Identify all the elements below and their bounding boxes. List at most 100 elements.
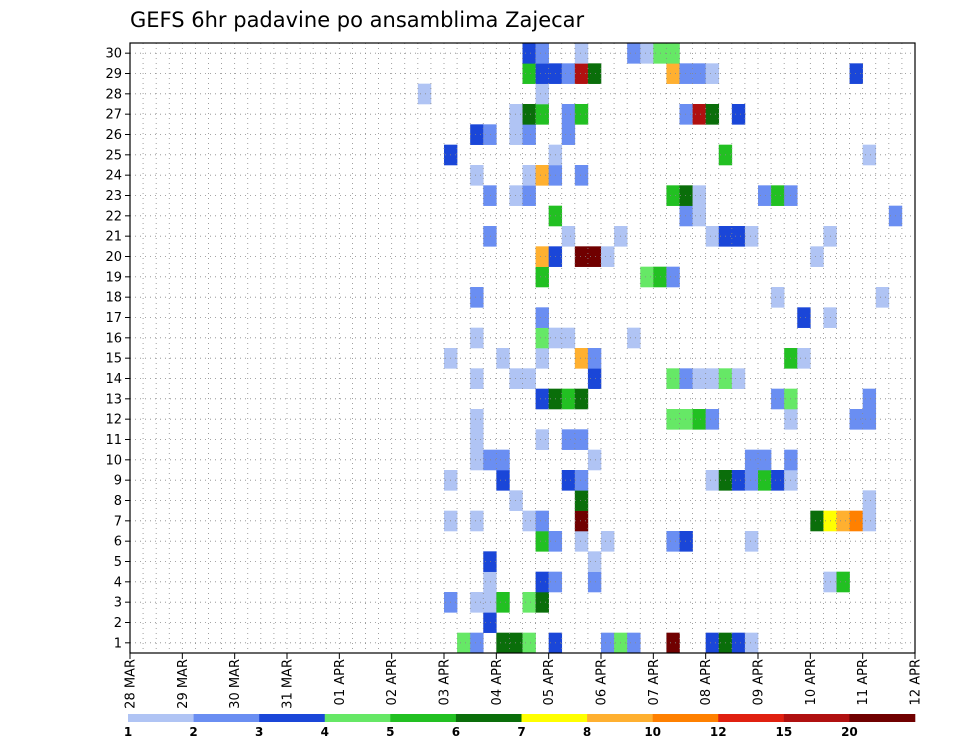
heatmap-cell xyxy=(758,185,772,206)
heatmap-cell xyxy=(666,63,680,84)
colorbar-segment xyxy=(128,714,194,722)
y-tick-label: 18 xyxy=(105,291,122,306)
heatmap-cell xyxy=(574,531,589,552)
heatmap-cell xyxy=(574,388,589,410)
heatmap-cell xyxy=(849,510,863,532)
colorbar-segment xyxy=(455,714,522,722)
y-tick-label: 7 xyxy=(114,514,122,529)
heatmap-cells xyxy=(417,43,903,654)
heatmap-cell xyxy=(731,368,746,389)
heatmap-cell xyxy=(470,165,484,186)
heatmap-cell xyxy=(744,632,759,654)
heatmap-cell xyxy=(797,307,811,328)
heatmap-cell xyxy=(535,531,549,552)
heatmap-cell xyxy=(496,449,510,471)
heatmap-cell xyxy=(587,348,602,369)
grid-lines xyxy=(130,43,915,653)
y-tick-label: 13 xyxy=(105,392,122,407)
heatmap-cell xyxy=(522,592,536,613)
heatmap-cell xyxy=(470,449,484,471)
heatmap-cell xyxy=(862,490,877,511)
x-tick-label: 30 MAR xyxy=(228,659,243,709)
heatmap-cell xyxy=(483,449,497,471)
y-tick-label: 1 xyxy=(114,636,122,651)
x-tick-label: 03 APR xyxy=(438,659,453,705)
heatmap-cell xyxy=(705,470,720,491)
x-tick-label: 05 APR xyxy=(542,659,557,705)
heatmap-cell xyxy=(862,144,877,166)
colorbar-segment xyxy=(193,714,260,722)
heatmap-cell xyxy=(561,470,576,491)
heatmap-cell xyxy=(535,266,549,288)
heatmap-cell xyxy=(561,429,576,450)
heatmap-cell xyxy=(483,551,497,572)
heatmap-cell xyxy=(574,490,589,511)
heatmap-cell xyxy=(627,327,641,349)
y-tick-label: 5 xyxy=(114,555,122,570)
x-tick-label: 12 APR xyxy=(909,659,924,705)
heatmap-cell xyxy=(744,449,759,471)
heatmap-cell xyxy=(496,632,510,654)
colorbar-segment xyxy=(849,714,916,722)
heatmap-cell xyxy=(535,63,549,84)
heatmap-cell xyxy=(496,592,510,613)
colorbar-label: 12 xyxy=(710,725,727,739)
y-tick-label: 23 xyxy=(105,189,122,204)
heatmap-cell xyxy=(496,470,510,491)
heatmap-cell xyxy=(470,287,484,308)
y-tick-label: 16 xyxy=(105,331,122,346)
heatmap-cell xyxy=(509,368,523,389)
heatmap-cell xyxy=(574,43,589,64)
heatmap-cell xyxy=(692,205,706,227)
heatmap-cell xyxy=(470,327,484,349)
heatmap-cell xyxy=(574,63,589,84)
heatmap-cell xyxy=(470,429,484,450)
colorbar: 1 2 3 4 5 6 7 8 10 12 15 20 xyxy=(124,714,916,739)
heatmap-cell xyxy=(731,632,746,654)
heatmap-cell xyxy=(862,409,877,430)
colorbar-label: 10 xyxy=(644,725,661,739)
heatmap-cell xyxy=(483,185,497,206)
heatmap-cell xyxy=(758,470,772,491)
heatmap-cell xyxy=(417,83,432,105)
heatmap-cell xyxy=(744,470,759,491)
heatmap-cell xyxy=(574,470,589,491)
x-tick-label: 09 APR xyxy=(752,659,767,705)
y-tick-label: 19 xyxy=(105,270,122,285)
y-tick-label: 14 xyxy=(105,372,122,387)
heatmap-cell xyxy=(561,104,576,125)
y-tick-label: 10 xyxy=(105,453,122,468)
heatmap-cell xyxy=(679,531,693,552)
heatmap-cell xyxy=(731,104,746,125)
y-tick-label: 8 xyxy=(114,494,122,509)
y-tick-label: 26 xyxy=(105,128,122,143)
heatmap-cell xyxy=(771,185,785,206)
heatmap-cell xyxy=(627,43,641,64)
heatmap-cell xyxy=(601,246,615,267)
heatmap-cell xyxy=(679,368,693,389)
y-tick-label: 20 xyxy=(105,250,122,265)
heatmap-cell xyxy=(797,348,811,369)
heatmap-cell xyxy=(470,409,484,430)
colorbar-segment xyxy=(587,714,653,722)
heatmap-cell xyxy=(875,287,890,308)
heatmap-cell xyxy=(483,571,497,593)
y-tick-label: 2 xyxy=(114,616,122,631)
heatmap-cell xyxy=(535,307,549,328)
heatmap-cell xyxy=(666,368,680,389)
heatmap-cell xyxy=(483,592,497,613)
heatmap-cell xyxy=(666,266,680,288)
colorbar-segment xyxy=(783,714,850,722)
heatmap-cell xyxy=(587,368,602,389)
x-tick-label: 31 MAR xyxy=(281,659,296,709)
heatmap-cell xyxy=(574,510,589,532)
y-axis-labels: 1234567891011121314151617181920212223242… xyxy=(105,47,130,651)
heatmap-cell xyxy=(692,185,706,206)
heatmap-cell xyxy=(849,409,863,430)
heatmap-cell xyxy=(535,327,549,349)
heatmap-cell xyxy=(483,124,497,145)
heatmap-cell xyxy=(666,632,680,654)
y-tick-label: 9 xyxy=(114,474,122,489)
heatmap-cell xyxy=(836,510,850,532)
